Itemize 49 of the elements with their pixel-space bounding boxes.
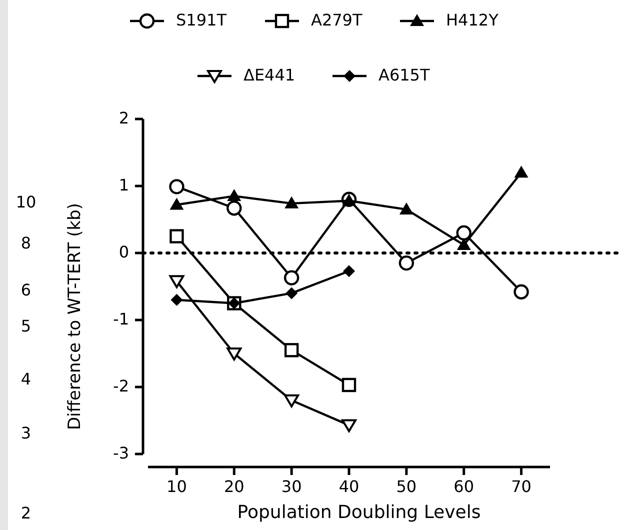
legend-label: S191T: [176, 10, 227, 30]
text: 2: [20, 503, 32, 522]
y-tick-label: -3: [113, 443, 129, 462]
x-tick-label: 10: [166, 477, 187, 496]
text: 4: [20, 369, 32, 388]
point: [284, 343, 299, 358]
text: 6: [20, 280, 32, 300]
legend-label: A615T: [378, 65, 430, 84]
point: [170, 198, 184, 210]
x-tick-label: 70: [511, 477, 532, 496]
point: [169, 275, 184, 288]
text: 10: [16, 192, 36, 212]
point: [169, 179, 184, 194]
legend-label: H412Y: [446, 10, 499, 30]
point: [343, 265, 355, 278]
text: 5: [20, 316, 32, 336]
point: [456, 225, 472, 240]
x-axis-title: Population Doubling Levels: [237, 502, 481, 523]
y-tick-label: -2: [113, 376, 129, 396]
point: [456, 238, 471, 250]
x-tick-label: 20: [224, 477, 244, 496]
point: [170, 229, 184, 244]
text: 8: [20, 233, 32, 252]
text: 3: [20, 423, 32, 442]
y-tick-label: -1: [113, 309, 129, 328]
point: [284, 196, 299, 208]
point: [514, 284, 529, 300]
point: [226, 200, 242, 216]
y-tick-label: 2: [118, 108, 129, 128]
point: [227, 189, 242, 202]
y-tick-label: 1: [118, 175, 129, 194]
point: [284, 270, 300, 286]
point: [284, 394, 300, 408]
point: [342, 419, 356, 432]
x-tick-label: 60: [454, 477, 474, 496]
point: [398, 255, 414, 271]
point: [399, 202, 414, 214]
y-axis-title: Difference to WT-TERT (kb): [65, 202, 85, 430]
point: [342, 378, 356, 392]
point: [286, 287, 298, 300]
point: [226, 348, 242, 360]
legend-label: A279T: [311, 10, 362, 30]
point: [514, 166, 528, 178]
y-tick-label: 0: [118, 242, 129, 262]
legend-label: ΔE441: [244, 65, 296, 84]
x-tick-label: 30: [281, 477, 302, 496]
x-tick-label: 40: [338, 477, 360, 496]
x-tick-label: 50: [396, 477, 417, 496]
point: [170, 294, 183, 306]
